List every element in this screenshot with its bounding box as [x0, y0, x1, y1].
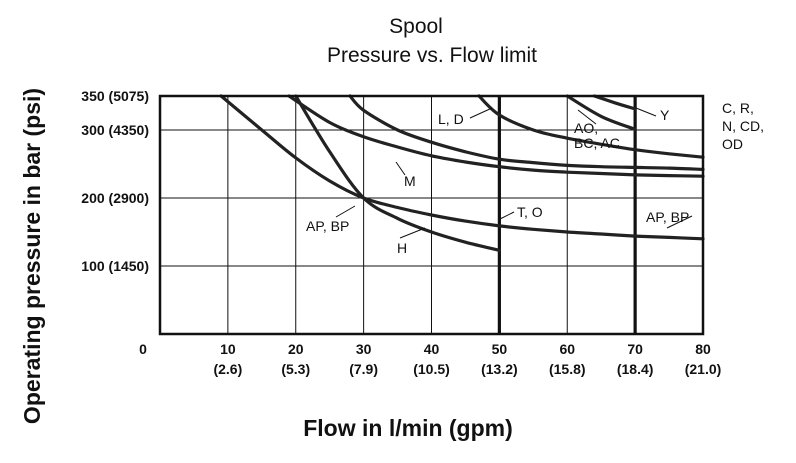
series-line-5 [565, 94, 637, 131]
series-line-0 [219, 94, 705, 241]
annotation-ap-bp-right: AP, BP [646, 209, 689, 225]
x-tick-50: 50 [492, 341, 508, 357]
series-line-6 [592, 94, 637, 111]
leader-l-d [469, 107, 493, 119]
annotation-ao: AO, [574, 120, 598, 136]
y-tick-labels: 100 (1450) 200 (2900) 300 (4350) 350 (5075) [81, 88, 149, 274]
chart-title: Spool [389, 15, 443, 38]
leader-ap-bp [335, 205, 356, 218]
annotation-bc-ac: BC, AC [574, 135, 620, 151]
chart-subtitle: Pressure vs. Flow limit [327, 44, 537, 67]
x-tick-20: 20 [288, 341, 304, 357]
annotation-n-cd: N, CD, [722, 118, 764, 134]
x-tick-30: 30 [356, 341, 372, 357]
x-tick-gpm-40: (10.5) [413, 361, 450, 377]
annotation-leaders [335, 107, 693, 239]
annotation-ap-bp-left: AP, BP [306, 218, 349, 234]
leader-y [635, 107, 657, 117]
series-line-1 [294, 94, 501, 252]
x-tick-gpm-20: (5.3) [281, 361, 310, 377]
series-line-2 [287, 94, 705, 178]
x-tick-80: 80 [695, 341, 711, 357]
x-tick-40: 40 [424, 341, 440, 357]
x-tick-10: 10 [220, 341, 236, 357]
x-tick-70: 70 [627, 341, 643, 357]
x-origin-label: 0 [139, 341, 147, 357]
x-tick-60: 60 [559, 341, 575, 357]
x-tick-gpm-30: (7.9) [349, 361, 378, 377]
annotation-l-d: L, D [438, 111, 464, 127]
leader-t-o [499, 211, 515, 220]
x-tick-gpm-10: (2.6) [213, 361, 242, 377]
x-tick-gpm-50: (13.2) [481, 361, 518, 377]
leader-h [399, 227, 426, 239]
y-tick-200: 200 (2900) [81, 190, 149, 206]
y-tick-350: 350 (5075) [81, 88, 149, 104]
annotation-m: M [404, 173, 416, 189]
annotation-h: H [397, 240, 407, 256]
leader-m [395, 161, 406, 176]
x-tick-gpm-80: (21.0) [685, 361, 722, 377]
annotation-od: OD [722, 136, 743, 152]
leader-ap-bp-right [666, 215, 693, 229]
flow-limit-lines [497, 96, 637, 334]
y-tick-100: 100 (1450) [81, 258, 149, 274]
leader-ao [577, 109, 597, 125]
plot-frame [158, 94, 705, 336]
x-axis-title: Flow in l/min (gpm) [303, 415, 513, 441]
y-tick-300: 300 (4350) [81, 122, 149, 138]
annotation-y: Y [660, 107, 670, 123]
series-line-3 [348, 94, 705, 171]
annotation-t-o: T, O [517, 204, 543, 220]
y-axis-title: Operating pressure in bar (psi) [19, 88, 45, 424]
series-line-4 [477, 94, 705, 159]
x-tick-labels: 10 (2.6) 20 (5.3) 30 (7.9) 40 (10.5) 50 (13.2) 60 (… [213, 341, 721, 377]
annotation-c-r: C, R, [722, 100, 754, 116]
series-curves [219, 94, 705, 252]
x-tick-gpm-60: (15.8) [549, 361, 586, 377]
x-tick-gpm-70: (18.4) [617, 361, 654, 377]
